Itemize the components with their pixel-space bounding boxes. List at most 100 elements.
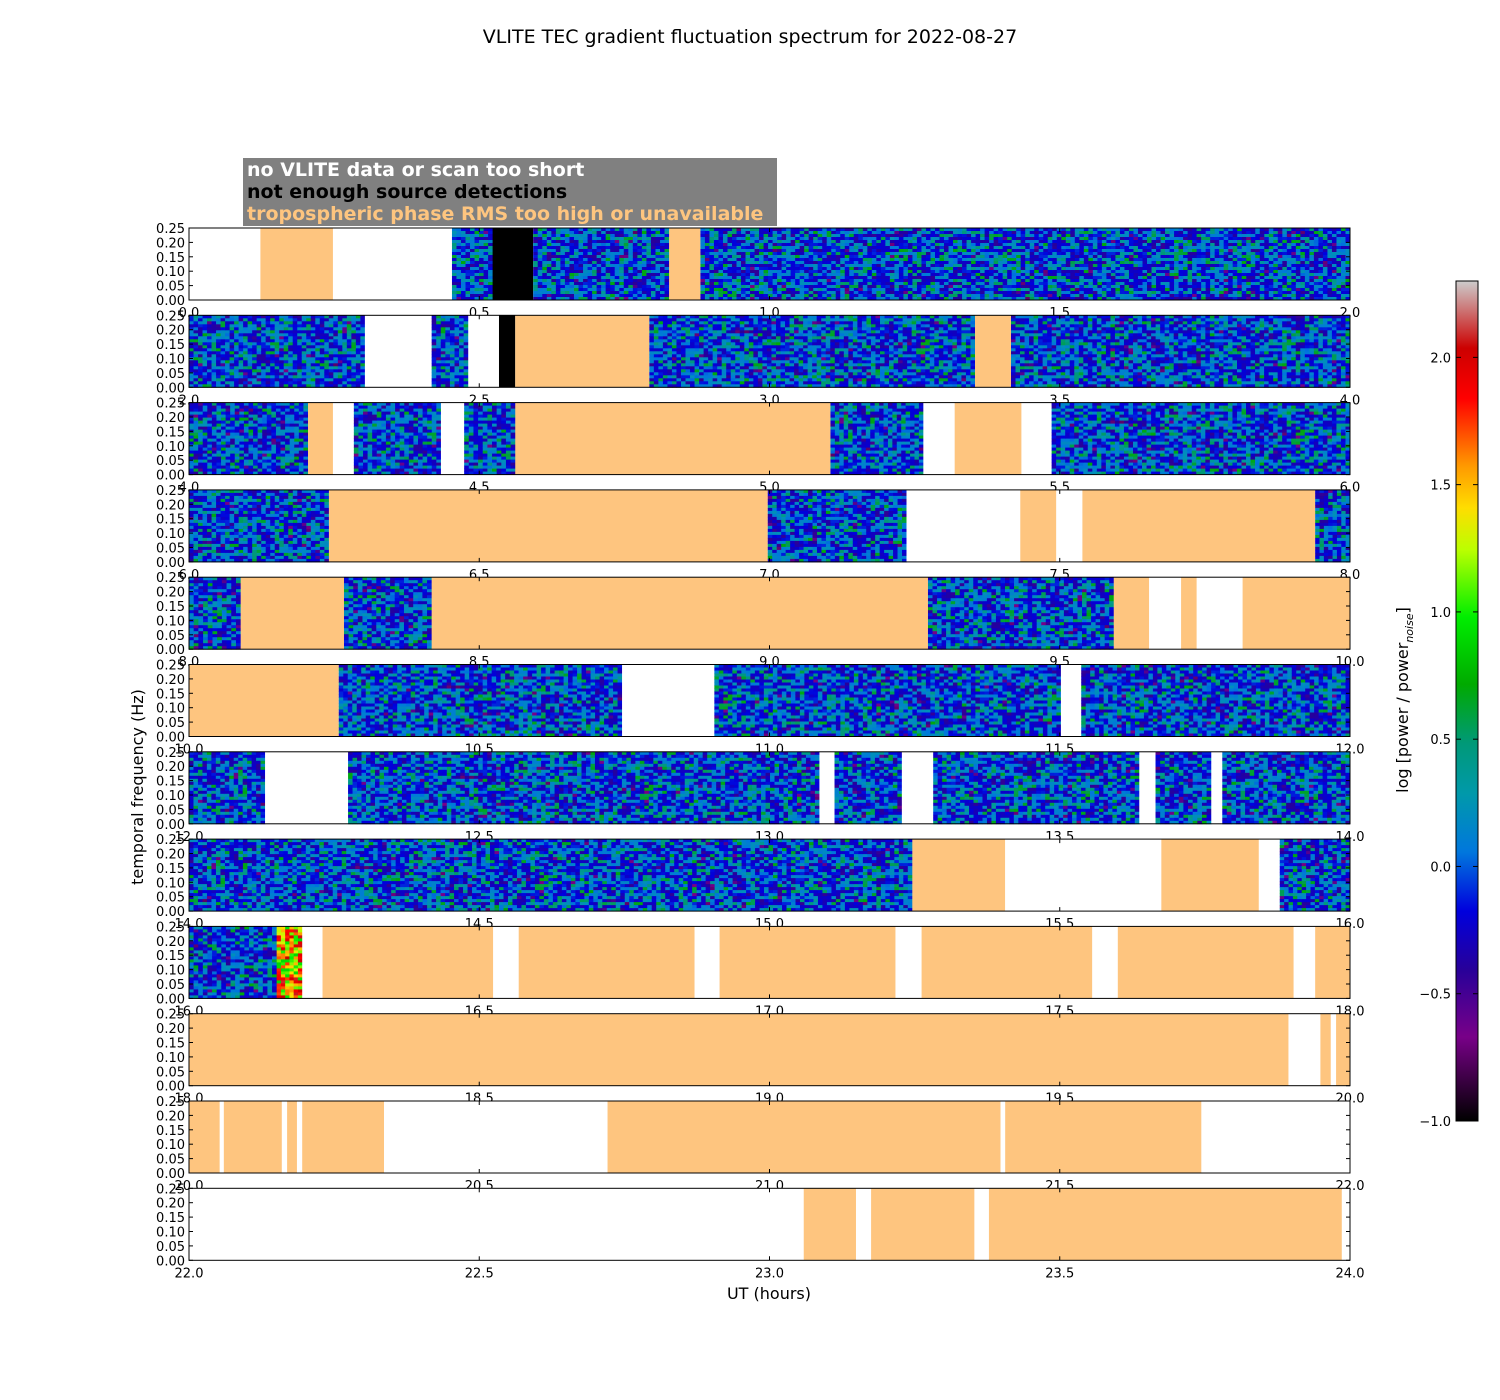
flag-segment-nodata [189,1188,804,1260]
y-tick-label: 0.15 [156,251,185,266]
flag-segment-trop [1161,839,1259,911]
chart-title: VLITE TEC gradient fluctuation spectrum … [483,26,1017,48]
flag-segment-nodata [923,403,954,475]
flag-segment-nodet [499,315,515,387]
y-tick-label: 0.05 [156,280,185,295]
y-tick-label: 0.15 [156,513,185,528]
y-tick-label: 0.05 [156,367,185,382]
y-tick-label: 0.05 [156,454,185,469]
y-tick-label: 0.25 [156,833,185,848]
y-tick-label: 0.25 [156,1182,185,1197]
y-tick-label: 0.15 [156,1124,185,1139]
panel-2: 0.000.050.100.150.200.254.0 4.5 5.0 5.5 6.0 [156,397,1360,496]
flag-segment-nodata [695,926,720,998]
flag-segment-nodata [1288,1014,1320,1086]
spectrum-segment [432,315,469,387]
spectrum-segment [464,403,515,475]
flag-segment-trop [1005,1101,1201,1173]
y-tick-label: 0.20 [156,848,185,863]
spectrum-segment [189,315,365,387]
colorbar-gradient [1456,281,1478,1121]
flag-segment-trop [515,315,649,387]
flag-segment-trop [975,315,1011,387]
y-tick-label: 0.05 [156,542,185,557]
spectrum-segment [344,577,432,649]
panel-1: 0.000.050.100.150.200.252.0 2.5 3.0 3.5 4.0 [156,309,1360,408]
y-tick-label: 0.20 [156,586,185,601]
y-tick-label: 0.25 [156,222,185,237]
flag-segment-nodata [220,1101,224,1173]
y-tick-label: 0.10 [156,1226,185,1241]
flag-segment-nodata [1294,926,1315,998]
flag-segment-nodata [1139,752,1155,824]
y-tick-label: 0.15 [156,949,185,964]
y-tick-label: 0.05 [156,1153,185,1168]
y-tick-label: 0.25 [156,571,185,586]
y-axis-label: temporal frequency (Hz) [128,689,147,885]
y-tick-label: 0.20 [156,673,185,688]
spectrum-segment [1156,752,1212,824]
x-tick-label: 22.0 [175,1266,204,1281]
colorbar-tick-label: 0.0 [1430,860,1451,875]
y-tick-label: 0.15 [156,338,185,353]
flag-segment-nodata [819,752,834,824]
y-tick-label: 0.10 [156,353,185,368]
flag-segment-trop [1082,490,1315,562]
spectrum-segment [933,752,1139,824]
y-tick-label: 0.05 [156,716,185,731]
y-tick-label: 0.25 [156,746,185,761]
spectrum-segment [339,665,623,737]
panels: 0.000.050.100.150.200.250.0 0.5 1.0 1.5 2.00… [156,222,1364,1281]
spectrum-segment [189,490,329,562]
flag-segment-nodata [1005,839,1161,911]
x-axis-label: UT (hours) [727,1284,811,1303]
flag-segment-trop [241,577,344,649]
flag-segment-trop [1020,490,1056,562]
flag-segment-nodet [493,228,534,300]
spectrum-segment [189,403,308,475]
colorbar-tick-label: 1.0 [1430,606,1451,621]
x-tick-label: 22.5 [465,1266,494,1281]
colorbar-tick-label: 2.0 [1430,351,1451,366]
spectrum-segment [714,665,1061,737]
y-tick-label: 0.10 [156,440,185,455]
spectrum-segment [830,403,923,475]
y-tick-label: 0.25 [156,920,185,935]
flag-segment-trop [189,665,339,737]
flag-segment-nodata [1061,665,1081,737]
flag-segment-trop [608,1101,1001,1173]
y-tick-label: 0.10 [156,614,185,629]
flag-segment-nodata [493,926,519,998]
y-tick-label: 0.20 [156,236,185,251]
panel-0: 0.000.050.100.150.200.250.0 0.5 1.0 1.5 2.0 [156,222,1360,321]
spectrum-segment [189,926,277,998]
y-tick-label: 0.25 [156,397,185,412]
flag-segment-nodata [333,403,354,475]
spectrum-segment [277,926,303,998]
spectrum-segment [452,228,493,300]
flag-segment-nodata [189,228,260,300]
flag-segment-trop [1118,926,1294,998]
flag-segment-nodata [441,403,464,475]
flag-segment-nodata [907,490,1021,562]
spectrum-segment [928,577,1114,649]
y-tick-label: 0.25 [156,1008,185,1023]
flag-segment-nodata [856,1188,871,1260]
flag-segment-trop [871,1188,974,1260]
legend-entry-nodata: no VLITE data or scan too short [247,159,584,181]
colorbar: −1.0−0.50.00.51.01.52.0 log [power / pow… [1393,281,1478,1130]
flag-segment-trop [519,926,695,998]
spectrum-segment [835,752,903,824]
flag-segment-trop [189,1101,220,1173]
legend-entry-trop: tropospheric phase RMS too high or unava… [247,203,763,225]
flag-segment-nodata [297,1101,302,1173]
flag-segment-trop [1320,1014,1330,1086]
flag-segment-nodata [1211,752,1222,824]
y-tick-label: 0.20 [156,324,185,339]
flag-segment-trop [308,403,333,475]
colorbar-label: log [power / powernoise] [1393,607,1416,793]
flag-segment-trop [1243,577,1350,649]
